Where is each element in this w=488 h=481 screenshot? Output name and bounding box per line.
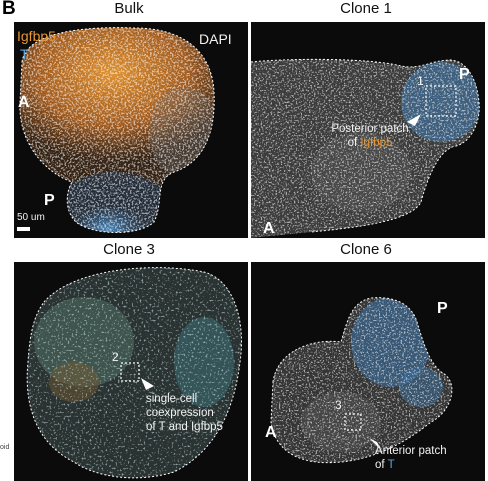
clone6-title: Clone 6 [340, 241, 392, 258]
clone6-callout: Anterior patch of T [375, 445, 447, 471]
legend-dapi: DAPI [199, 31, 232, 47]
bulk-anterior-label: A [18, 94, 30, 111]
clone6-anterior-label: A [265, 424, 277, 441]
clone1-organoid-image [251, 58, 480, 238]
clone3-callout: single-cell coexpression of T and Igfbp5 [146, 393, 223, 433]
clone6-arrowhead [369, 438, 381, 450]
clone3-roi-box [120, 362, 140, 382]
clone1-image-panel: 1 P A Posterior patch of Igfbp5 [251, 22, 485, 238]
clone6-roi-box [344, 413, 362, 431]
scale-bar [17, 227, 30, 231]
clone1-title: Clone 1 [340, 0, 392, 17]
bulk-image-panel: Igfbp5 T DAPI A P 50 um [14, 22, 248, 238]
bulk-outline [19, 27, 215, 233]
panel-letter: B [2, 0, 16, 19]
clone1-roi-box [425, 85, 457, 117]
clone1-callout: Posterior patch of Igfbp5 [331, 123, 409, 149]
clone1-outline [251, 58, 480, 233]
bulk-title: Bulk [114, 0, 144, 17]
clone3-outline [26, 267, 242, 479]
clone6-organoid-image [270, 297, 453, 464]
clone6-posterior-label: P [437, 300, 448, 317]
clone3-arrowhead [141, 378, 154, 390]
clone1-posterior-label: P [459, 66, 470, 83]
clone1-anterior-label: A [263, 220, 275, 237]
clone6-image-panel: P A 3 Anterior patch of T [251, 262, 485, 481]
clone3-organoid-image [26, 267, 242, 479]
scale-bar-label: 50 um [17, 212, 45, 223]
clone3-title: Clone 3 [103, 241, 155, 258]
clone1-arrowhead [407, 114, 421, 126]
clone3-roi-number: 2 [112, 350, 119, 364]
legend-t: T [20, 46, 29, 62]
legend-igfbp5: Igfbp5 [17, 28, 56, 44]
cropped-text-fragment: oid [0, 444, 10, 451]
bulk-posterior-label: P [44, 192, 55, 209]
bulk-organoid-image [17, 27, 215, 233]
clone6-roi-number: 3 [335, 398, 342, 412]
clone1-roi-number: 1 [417, 74, 424, 88]
clone6-outline [270, 297, 453, 464]
clone3-image-panel: 2 single-cell coexpression of T and Igfb… [14, 262, 248, 481]
